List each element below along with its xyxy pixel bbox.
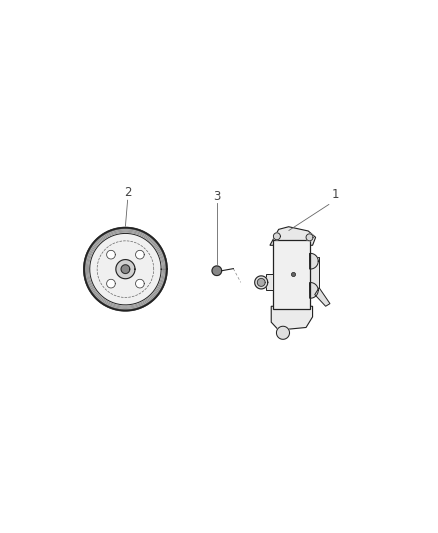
Polygon shape [276,326,290,340]
Text: 3: 3 [213,190,220,203]
Polygon shape [116,260,135,279]
Polygon shape [90,233,161,305]
Polygon shape [271,306,313,330]
Polygon shape [106,279,115,288]
Polygon shape [270,227,316,245]
FancyBboxPatch shape [309,257,319,295]
Polygon shape [315,288,330,306]
Polygon shape [254,276,268,289]
FancyBboxPatch shape [266,274,273,290]
Polygon shape [257,278,265,286]
Text: 2: 2 [124,186,131,199]
Polygon shape [84,228,167,311]
Text: 1: 1 [332,189,339,201]
Polygon shape [310,282,318,298]
Polygon shape [306,234,313,241]
Polygon shape [121,265,130,273]
Polygon shape [106,251,115,259]
Polygon shape [212,266,222,276]
Polygon shape [273,233,280,240]
FancyBboxPatch shape [273,240,311,309]
Polygon shape [310,253,318,269]
Polygon shape [135,279,144,288]
Polygon shape [135,251,144,259]
Ellipse shape [84,228,167,311]
